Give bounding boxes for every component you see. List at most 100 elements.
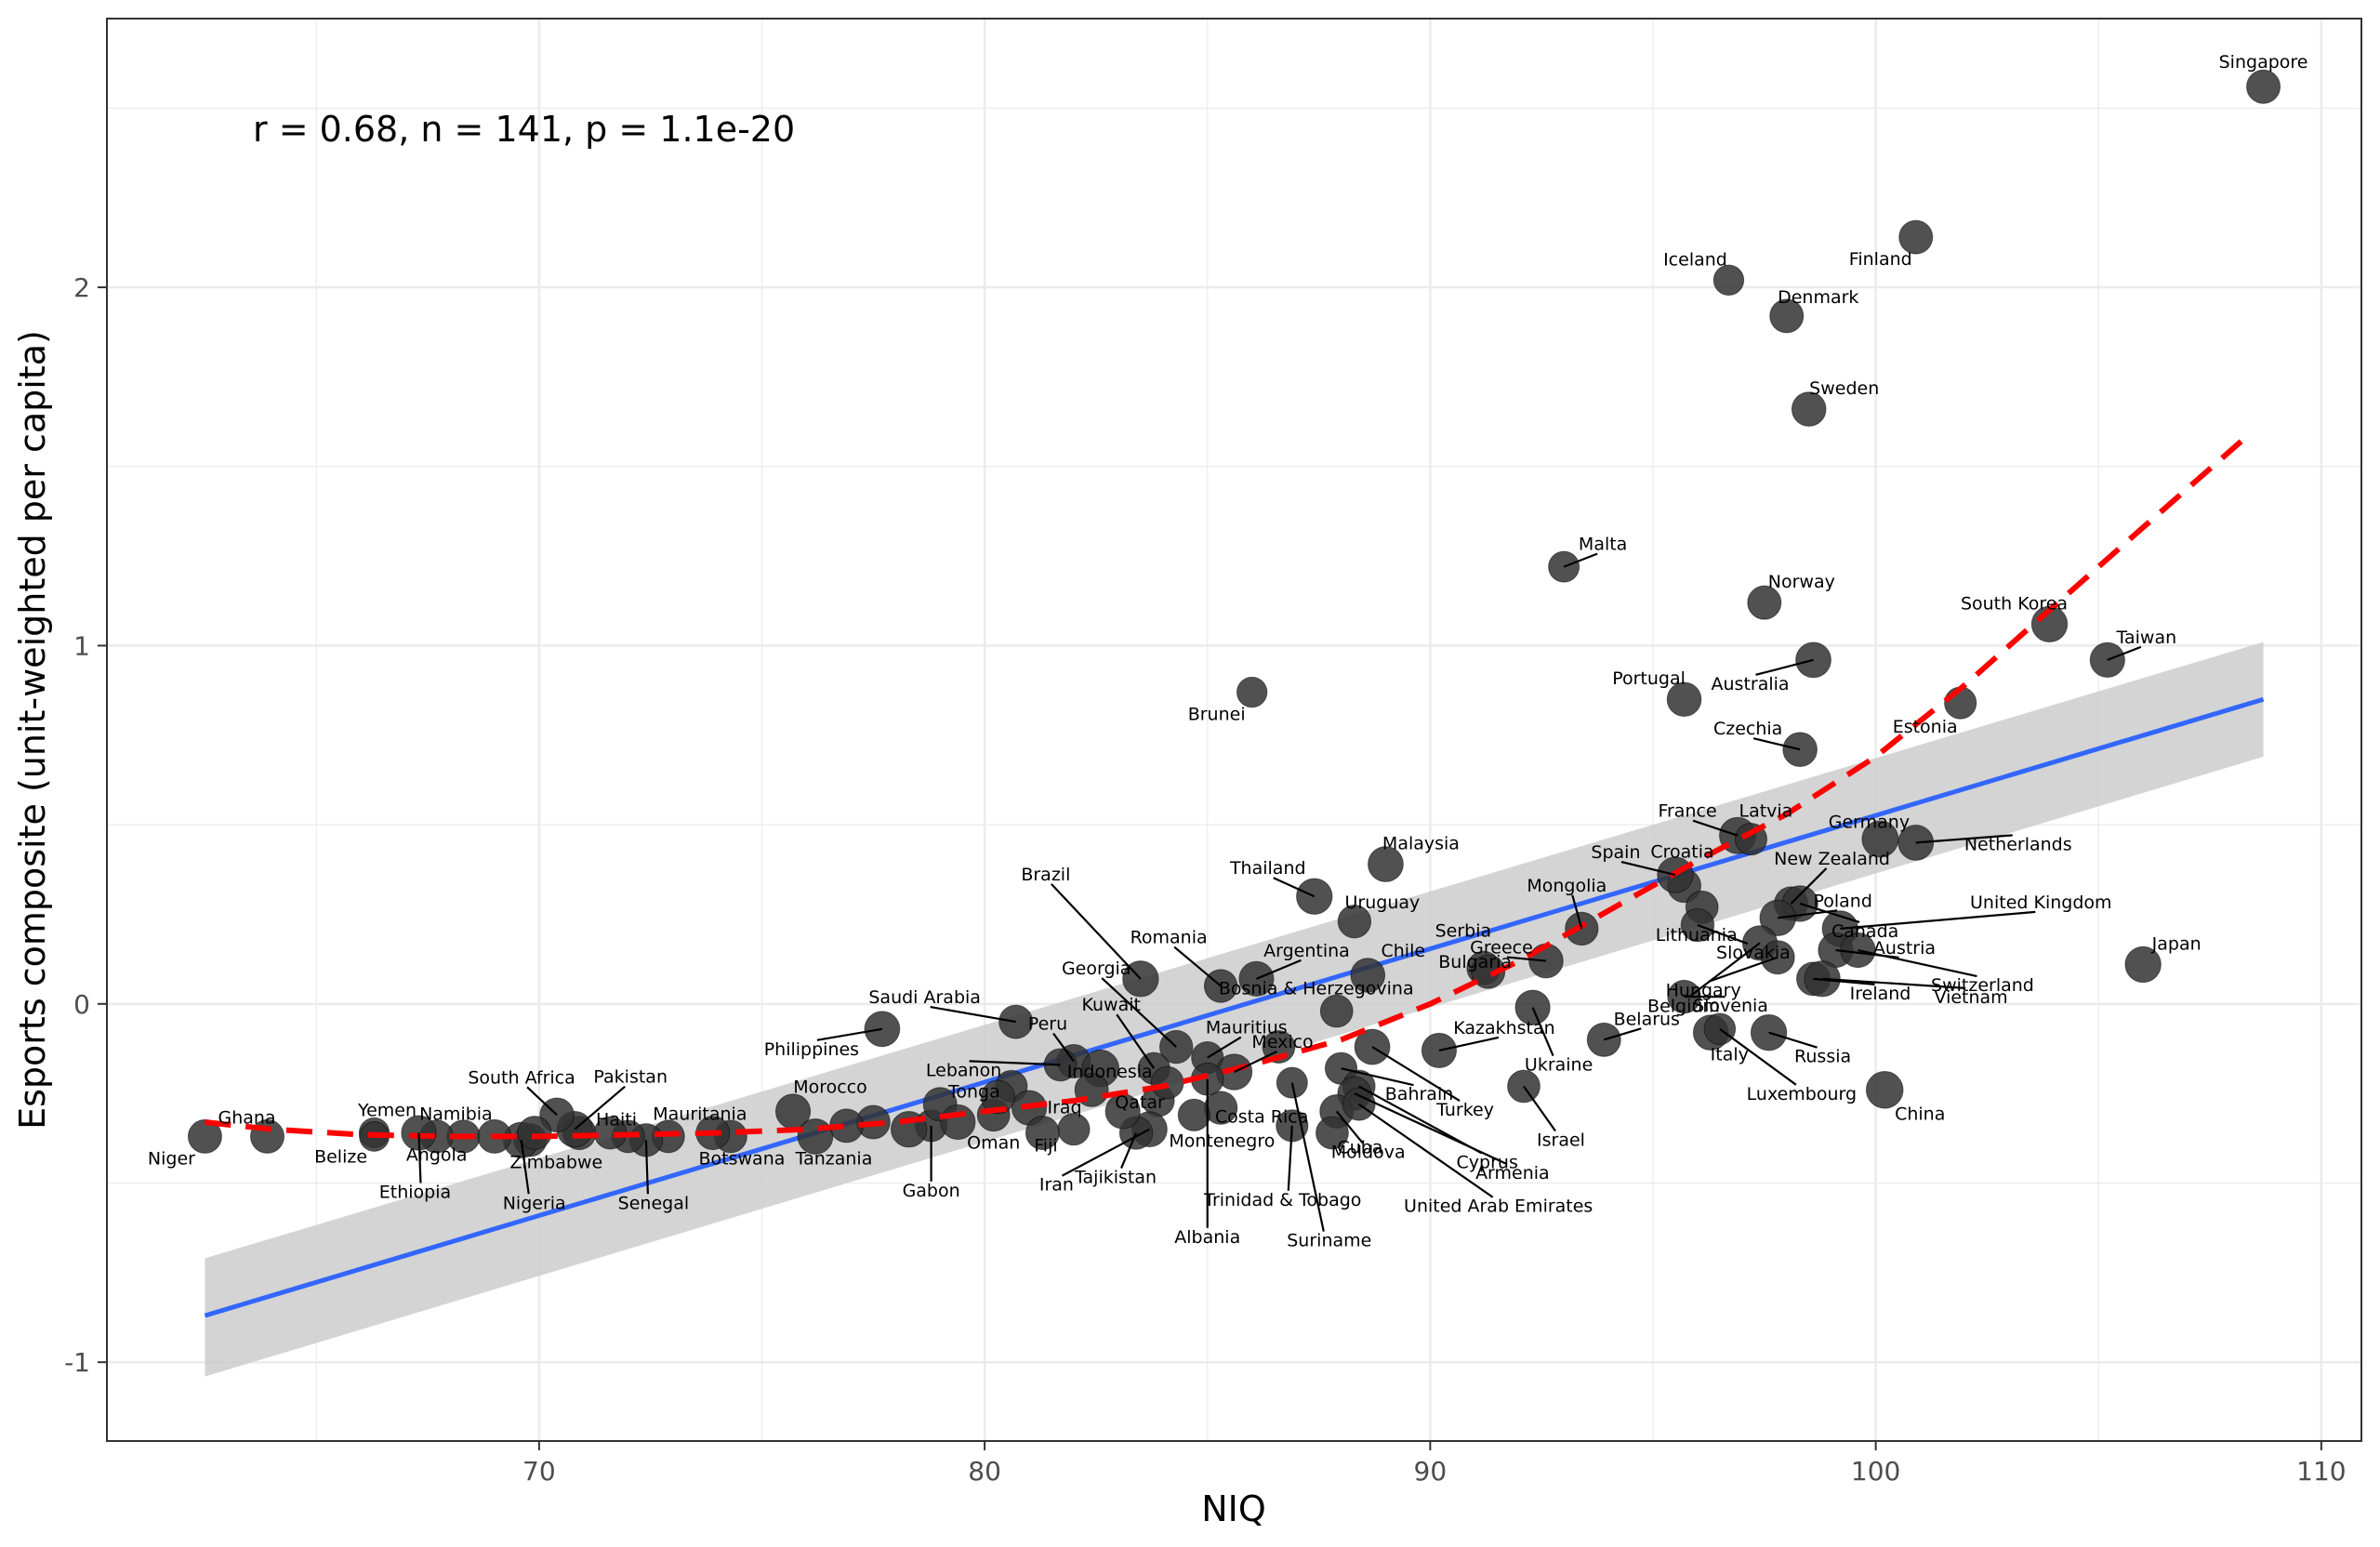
label-connector	[1697, 924, 1749, 945]
point-label: Moldova	[1331, 1142, 1406, 1162]
point-label: Zimbabwe	[509, 1152, 602, 1172]
point-label: Portugal	[1612, 668, 1686, 689]
label-connector	[644, 1140, 649, 1195]
point-label: Belgium	[1647, 996, 1720, 1016]
point-label: Namibia	[419, 1104, 493, 1124]
point-label: Saudi Arabia	[868, 987, 981, 1008]
data-point	[2246, 69, 2281, 104]
point-label: China	[1895, 1104, 1945, 1124]
label-connector	[1101, 977, 1177, 1048]
x-tick-label: 100	[1851, 1456, 1900, 1487]
point-label: Poland	[1813, 891, 1871, 911]
plot-panel-border	[106, 18, 2362, 1442]
point-label: Ghana	[218, 1107, 275, 1128]
label-connector	[1620, 861, 1676, 877]
axis-ticks: 70 80 90 100 110 -1 0 1 2	[64, 272, 2347, 1487]
regression-line	[204, 696, 2265, 1318]
point-label: Peru	[1028, 1013, 1067, 1034]
point-label: Cyprus	[1457, 1152, 1518, 1172]
data-point	[1712, 264, 1745, 297]
point-label: Tajikistan	[1074, 1168, 1157, 1188]
point-label: Montenegro	[1169, 1130, 1275, 1151]
point-label: Fiji	[1034, 1136, 1057, 1157]
label-connector	[1768, 1031, 1818, 1049]
point-label: Pakistan	[593, 1067, 668, 1088]
data-point	[1177, 1098, 1210, 1131]
data-point	[980, 1079, 1015, 1115]
point-label: South Korea	[1961, 593, 2068, 614]
point-label: Argentina	[1263, 941, 1350, 961]
point-label: Slovenia	[1693, 996, 1768, 1016]
label-connector	[1371, 1046, 1461, 1103]
label-connector	[816, 1027, 883, 1041]
regression-line-path	[204, 696, 2265, 1318]
label-connector	[1116, 1013, 1156, 1069]
label-connector	[1506, 956, 1547, 962]
point-label: Malta	[1579, 535, 1627, 555]
point-label: New Zealand	[1774, 849, 1890, 869]
label-connector	[1858, 948, 1977, 978]
y-tick-label: 1	[73, 630, 90, 661]
data-point	[1865, 1071, 1904, 1109]
point-label: Netherlands	[1964, 834, 2072, 854]
label-connector	[1688, 942, 1761, 998]
data-point	[1769, 298, 1805, 334]
point-label: Trinidad & Tobago	[1203, 1190, 1361, 1210]
label-connector	[1915, 834, 2013, 844]
point-label: Ireland	[1850, 984, 1911, 1004]
point-label: United Kingdom	[1970, 892, 2112, 913]
label-connector	[526, 1086, 558, 1117]
label-connector	[1708, 956, 1778, 983]
point-label: Georgia	[1062, 959, 1131, 979]
label-connector	[1287, 1125, 1293, 1191]
x-tick-label: 90	[1414, 1456, 1448, 1487]
data-point	[1368, 846, 1404, 882]
point-label: Senegal	[618, 1193, 689, 1213]
x-tick-label: 80	[968, 1456, 1001, 1487]
point-label: Qatar	[1115, 1092, 1165, 1113]
point-label: Malaysia	[1382, 834, 1460, 854]
y-axis-title: Esports composite (unit-weighted per cap…	[12, 330, 53, 1130]
point-label: Iceland	[1663, 249, 1727, 270]
point-label: Oman	[967, 1132, 1020, 1153]
point-label: Germany	[1829, 813, 1910, 833]
point-label: Indonesia	[1067, 1062, 1153, 1082]
label-connector	[930, 1006, 1016, 1024]
y-tick-label: -1	[64, 1347, 90, 1378]
point-label: Nigeria	[503, 1193, 566, 1213]
label-connector	[1531, 1007, 1554, 1057]
point-label: Brunei	[1188, 705, 1246, 725]
loess-curve	[205, 439, 2243, 1140]
point-label: Croatia	[1650, 842, 1713, 863]
label-connector	[969, 1060, 1061, 1066]
point-label: Sweden	[1809, 378, 1879, 399]
point-label: France	[1658, 801, 1716, 822]
label-connector	[1778, 909, 1838, 919]
data-point	[1861, 820, 1899, 858]
point-label: Czechia	[1713, 719, 1782, 739]
point-label: Kuwait	[1082, 995, 1141, 1015]
point-label: Denmark	[1778, 287, 1858, 308]
point-label: Russia	[1794, 1047, 1851, 1067]
point-label: Uruguay	[1345, 892, 1421, 913]
point-label: Lithuania	[1656, 925, 1738, 945]
label-connector	[1341, 1067, 1414, 1087]
point-label: Belize	[314, 1146, 367, 1167]
label-connector	[1234, 1051, 1277, 1074]
label-connector	[1120, 1132, 1138, 1169]
label-connector	[1290, 1082, 1325, 1232]
point-label: Mexico	[1251, 1032, 1313, 1052]
y-tick-label: 0	[73, 989, 90, 1020]
point-label: Albania	[1174, 1227, 1240, 1248]
label-connector	[1335, 1110, 1364, 1144]
point-label: Niger	[148, 1148, 195, 1169]
label-connector	[1603, 1027, 1642, 1041]
point-label: Gabon	[903, 1181, 960, 1201]
point-label: Costa Rica	[1215, 1107, 1309, 1128]
point-label: Lebanon	[926, 1060, 1001, 1080]
point-label: Austria	[1873, 938, 1936, 959]
data-point	[1747, 585, 1782, 620]
point-label: Bosnia & Herzegovina	[1219, 979, 1414, 999]
point-label: Armenia	[1475, 1163, 1550, 1183]
point-label: Botswana	[699, 1148, 786, 1169]
